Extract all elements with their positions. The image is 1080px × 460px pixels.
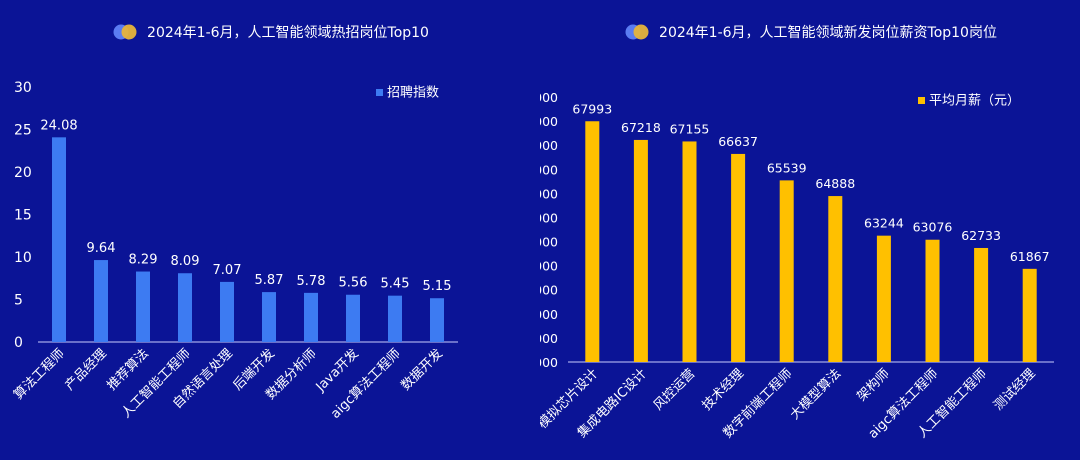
chart-right-panel: 2024年1-6月，人工智能领域新发岗位薪资Top10岗位 58000 59000… — [540, 0, 1080, 460]
y-tick-label: 15 — [14, 208, 32, 224]
category-label: 产品经理 — [62, 346, 109, 393]
data-label: 5.45 — [381, 277, 410, 292]
chart-left-title: 2024年1-6月，人工智能领域热招岗位Top10 — [147, 25, 429, 41]
title-circles-icon — [113, 24, 137, 40]
data-label: 5.87 — [255, 273, 284, 288]
data-label: 24.08 — [40, 118, 77, 133]
category-label: 架构师 — [855, 366, 893, 404]
y-tick-label: 10 — [14, 250, 32, 266]
legend-label: 平均月薪（元） — [929, 94, 1020, 109]
data-label: 67155 — [670, 121, 710, 136]
legend-label: 招聘指数 — [387, 86, 439, 101]
data-label: 7.07 — [213, 263, 242, 278]
data-label: 8.29 — [129, 253, 158, 268]
bar — [52, 137, 66, 342]
data-label: 66637 — [718, 134, 758, 149]
y-tick-label: 67000 — [540, 138, 558, 153]
chart-right-plot: 58000 59000 60000 61000 62000 63000 64000 65000… — [540, 90, 1054, 442]
y-tick-label: 60000 — [540, 307, 558, 322]
bar — [682, 141, 697, 362]
y-tick-label: 66000 — [540, 162, 558, 177]
data-label: 63244 — [864, 216, 904, 231]
bar — [430, 298, 444, 342]
category-label: 测试经理 — [991, 366, 1038, 413]
data-label: 8.09 — [171, 254, 200, 269]
legend-swatch — [918, 97, 925, 104]
bar — [1022, 268, 1037, 362]
data-label: 62733 — [961, 228, 1001, 243]
chart-left-panel: 2024年1-6月，人工智能领域热招岗位Top10 0 5 10 15 20 25 30 24… — [0, 22, 540, 422]
bar — [633, 139, 648, 362]
data-label: 9.64 — [87, 241, 116, 256]
category-label: 数据开发 — [398, 346, 446, 394]
title-circles-icon — [625, 24, 649, 40]
y-tick-label: 5 — [14, 293, 23, 309]
bar — [828, 196, 843, 362]
y-tick-label: 30 — [14, 80, 32, 96]
data-label: 67993 — [572, 101, 612, 116]
y-tick-label: 68000 — [540, 114, 558, 129]
data-label: 5.56 — [339, 276, 368, 291]
data-label: 5.78 — [297, 274, 326, 289]
category-label: 算法工程师 — [11, 346, 68, 403]
data-label: 5.15 — [423, 279, 452, 294]
bar — [94, 260, 108, 342]
data-label: 64888 — [815, 176, 855, 191]
bar — [178, 273, 192, 342]
data-label: 61867 — [1010, 249, 1050, 264]
bar — [731, 153, 746, 362]
y-tick-label: 65000 — [540, 186, 558, 201]
y-tick-label: 69000 — [540, 90, 558, 105]
data-label: 67218 — [621, 120, 661, 135]
category-label: 风控运营 — [651, 366, 698, 413]
bar — [925, 239, 940, 362]
data-label: 65539 — [767, 160, 807, 175]
bar — [974, 247, 989, 362]
bar — [585, 121, 600, 362]
category-label: 技术经理 — [700, 366, 747, 413]
bar — [388, 295, 402, 342]
y-tick-label: 58000 — [540, 355, 558, 370]
bar — [220, 281, 234, 342]
bar — [304, 292, 318, 342]
bar — [876, 235, 891, 362]
bar — [779, 180, 794, 362]
chart-right-title-row: 2024年1-6月，人工智能领域新发岗位薪资Top10岗位 — [540, 22, 1080, 42]
chart-left-plot: 05101520253024.08算法工程师9.64产品经理8.29推荐算法8.… — [11, 80, 458, 422]
bar — [346, 294, 360, 342]
y-tick-label: 61000 — [540, 283, 558, 298]
y-tick-label: 62000 — [540, 259, 558, 274]
bar — [262, 292, 276, 342]
y-tick-label: 25 — [14, 123, 32, 139]
y-tick-label: 59000 — [540, 331, 558, 346]
chart-right-title: 2024年1-6月，人工智能领域新发岗位薪资Top10岗位 — [659, 25, 997, 41]
y-tick-label: 63000 — [540, 235, 558, 250]
category-label: 大模型算法 — [788, 366, 845, 423]
y-tick-label: 64000 — [540, 210, 558, 225]
data-label: 63076 — [913, 220, 953, 235]
y-tick-label: 20 — [14, 165, 32, 181]
legend-swatch — [376, 89, 383, 96]
bar — [136, 271, 150, 342]
y-tick-label: 0 — [14, 335, 23, 351]
chart-left-title-row: 2024年1-6月，人工智能领域热招岗位Top10 — [0, 22, 540, 42]
